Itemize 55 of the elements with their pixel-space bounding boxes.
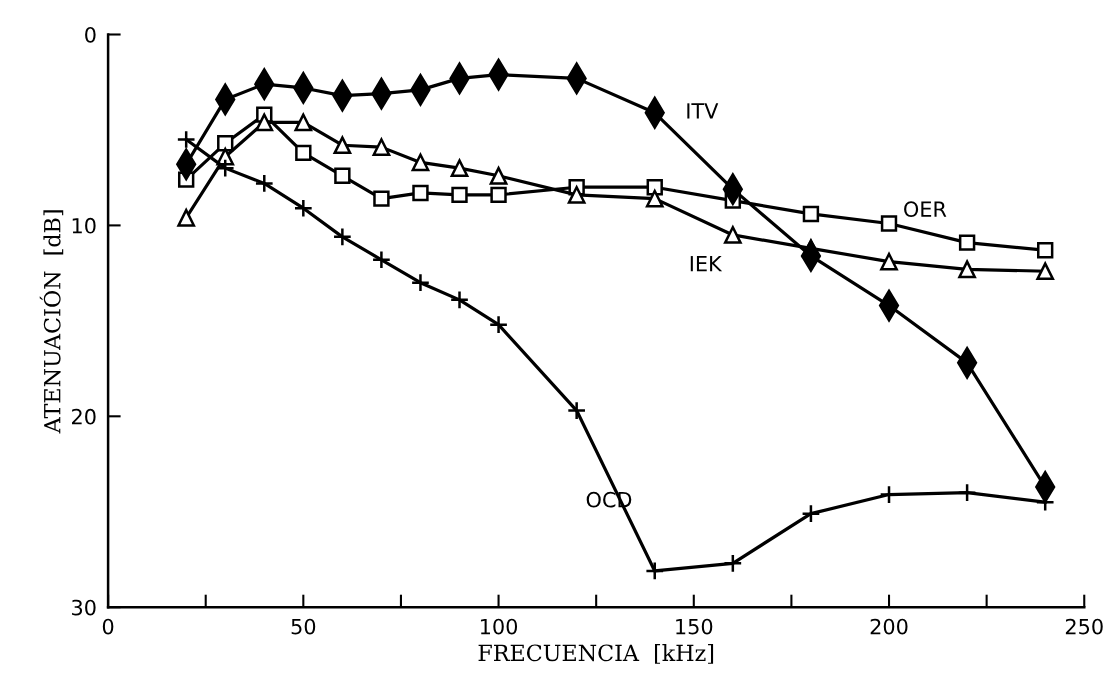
- point: [332, 227, 352, 247]
- point: [958, 234, 976, 251]
- point: [333, 136, 352, 155]
- point: [215, 158, 235, 178]
- point: [567, 400, 587, 421]
- point: [801, 504, 821, 524]
- point: [723, 226, 742, 244]
- point: [958, 260, 976, 279]
- y-axis-title: ATENUACIÓN [dB]: [39, 210, 64, 434]
- y-tick-label: 30: [72, 599, 96, 616]
- x-tick-label: 100: [480, 618, 518, 635]
- point: [646, 179, 663, 196]
- x-tick-label: 150: [676, 618, 713, 635]
- point: [217, 135, 234, 152]
- y-tick-label: 0: [85, 26, 96, 43]
- x-tick-label: 50: [291, 618, 316, 635]
- point: [880, 215, 898, 232]
- point: [645, 189, 664, 208]
- point: [372, 138, 391, 157]
- y-tick-label: 20: [72, 408, 96, 425]
- point: [723, 553, 743, 573]
- point: [489, 166, 508, 185]
- point: [451, 186, 468, 204]
- point: [254, 173, 274, 193]
- point: [176, 129, 196, 150]
- point: [373, 190, 390, 207]
- point: [1037, 242, 1054, 259]
- point: [295, 144, 312, 162]
- point: [488, 315, 509, 335]
- x-tick-label: 250: [1065, 618, 1103, 635]
- point: [410, 273, 431, 293]
- point: [1036, 262, 1055, 281]
- point: [411, 153, 430, 172]
- point: [293, 198, 313, 218]
- point: [957, 483, 977, 503]
- point: [294, 113, 313, 132]
- point: [255, 113, 274, 132]
- series-label: OER: [904, 201, 947, 218]
- point: [567, 185, 586, 204]
- point: [334, 167, 351, 184]
- point: [645, 561, 665, 581]
- series-label: ITV: [687, 103, 719, 119]
- point: [371, 250, 391, 270]
- point: [177, 208, 196, 227]
- point: [802, 205, 820, 223]
- point: [880, 252, 898, 271]
- point: [450, 159, 469, 178]
- x-tick-label: 0: [102, 618, 114, 635]
- y-tick-label: 10: [72, 217, 96, 234]
- point: [490, 186, 507, 204]
- series-label: IEK: [690, 256, 723, 272]
- x-tick-label: 200: [870, 618, 908, 635]
- point: [412, 184, 429, 202]
- point: [449, 290, 470, 310]
- x-axis-title: FRECUENCIA [kHz]: [478, 644, 714, 664]
